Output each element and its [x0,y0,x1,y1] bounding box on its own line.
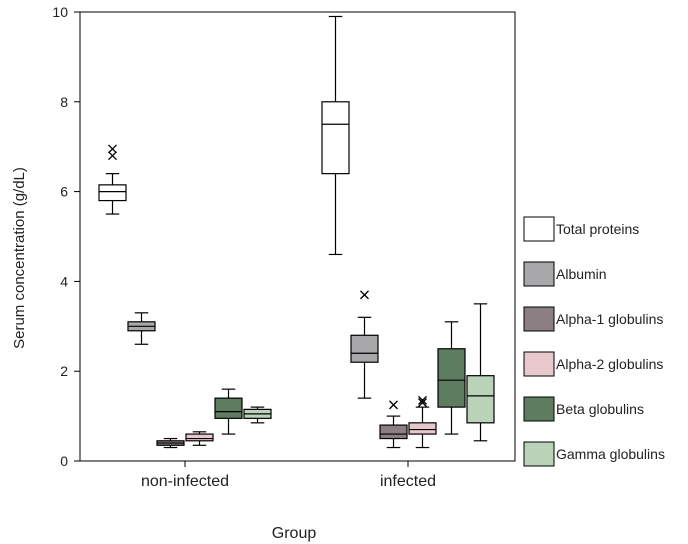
outlier-stroke [418,395,427,405]
outlier-stroke [108,151,117,161]
x-axis-label: Group [272,525,317,542]
outlier-stroke [389,400,398,410]
box-alpha-1-globulins-infected [379,400,408,449]
y-tick-label: 4 [60,273,68,289]
legend-item-total-proteins: Total proteins [523,216,639,242]
box-iqr [350,334,379,363]
legend-item-alpha-1-globulins: Alpha-1 globulins [523,306,663,332]
y-tick-label: 10 [52,4,68,20]
y-axis-label: Serum concentration (g/dL) [11,167,28,349]
legend-swatch [523,216,555,242]
box-iqr [321,101,350,175]
box-iqr [98,184,127,202]
legend-label: Beta globulins [556,401,644,417]
y-tick-label: 6 [60,184,68,200]
outlier-marker [389,400,398,410]
legend-label: Gamma globulins [556,446,665,462]
legend-label: Alpha-1 globulins [556,311,663,327]
box-albumin-non-infected [127,312,156,345]
box-gamma-globulins-infected [466,303,495,442]
y-tick-label: 2 [60,363,68,379]
outlier-marker [360,290,369,300]
legend-item-alpha-2-globulins: Alpha-2 globulins [523,351,663,377]
y-tick-label: 8 [60,94,68,110]
box-albumin-infected [350,290,379,399]
box-iqr [214,397,243,419]
plot-frame [79,11,516,462]
plot-area: 0 2 4 6 8 10 non-infected infected [52,4,516,490]
legend-swatch [523,261,555,287]
legend-swatch [523,396,555,422]
legend-swatch [523,306,555,332]
box-alpha-2-globulins-non-infected [185,431,214,446]
box-gamma-globulins-non-infected [243,406,272,424]
box-total-proteins-non-infected [98,144,127,215]
outlier-stroke [418,398,427,408]
legend-label: Total proteins [556,221,639,237]
box-alpha-2-globulins-infected [408,395,437,449]
legend-swatch [523,351,555,377]
outlier-stroke [108,144,117,154]
legend: Total proteins Albumin Alpha-1 globulins Al… [523,216,665,467]
box-iqr [408,422,437,435]
legend-label: Albumin [556,266,607,282]
outlier-marker [418,398,427,408]
legend-swatch [523,441,555,467]
box-iqr [185,433,214,442]
box-total-proteins-infected [321,15,350,256]
box-alpha-1-globulins-non-infected [156,437,185,449]
outlier-marker [108,144,117,154]
box-beta-globulins-infected [437,321,466,435]
legend-label: Alpha-2 globulins [556,356,663,372]
outlier-marker [418,395,427,405]
x-tick-label: infected [380,473,436,490]
box-iqr [466,375,495,424]
outlier-stroke [360,290,369,300]
legend-item-albumin: Albumin [523,261,607,287]
y-tick-label: 0 [60,453,68,469]
outlier-marker [108,151,117,161]
legend-item-gamma-globulins: Gamma globulins [523,441,665,467]
legend-item-beta-globulins: Beta globulins [523,396,644,422]
box-iqr [379,424,408,440]
box-iqr [437,348,466,408]
box-beta-globulins-non-infected [214,388,243,435]
x-tick-label: non-infected [141,473,229,490]
